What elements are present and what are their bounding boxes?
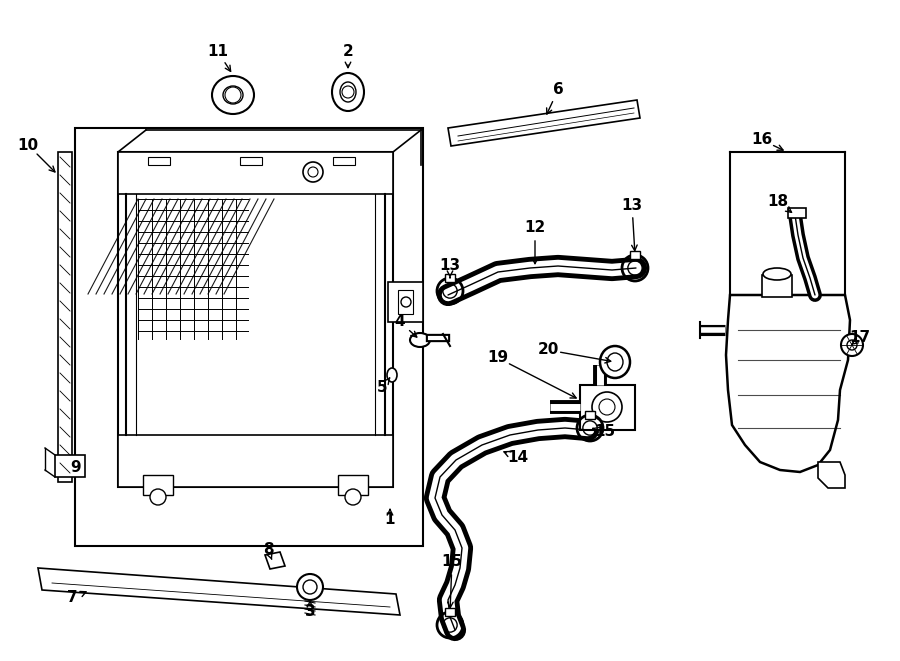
Polygon shape	[38, 568, 400, 615]
Text: 17: 17	[850, 330, 870, 346]
Bar	[338, 475, 368, 495]
Text: 3: 3	[305, 605, 315, 619]
Bar	[333, 157, 355, 165]
Bar	[148, 157, 170, 165]
Bar	[762, 275, 792, 297]
Ellipse shape	[841, 334, 863, 356]
Ellipse shape	[600, 346, 630, 378]
Circle shape	[308, 167, 318, 177]
Bar	[55, 455, 85, 477]
Bar	[585, 411, 595, 419]
Text: 4: 4	[395, 315, 405, 329]
Circle shape	[345, 489, 361, 505]
Text: 19: 19	[488, 350, 508, 366]
Polygon shape	[265, 552, 285, 569]
Bar	[240, 157, 262, 165]
Text: 5: 5	[377, 381, 387, 395]
Circle shape	[592, 392, 622, 422]
Bar	[630, 251, 640, 259]
Bar	[398, 290, 413, 314]
Text: 1: 1	[385, 512, 395, 527]
Polygon shape	[818, 462, 845, 488]
Text: 12: 12	[525, 221, 545, 235]
Circle shape	[401, 297, 411, 307]
Text: 15: 15	[441, 555, 463, 570]
Text: 9: 9	[71, 461, 81, 475]
Circle shape	[303, 162, 323, 182]
Text: 6: 6	[553, 83, 563, 98]
Ellipse shape	[212, 76, 254, 114]
Circle shape	[150, 489, 166, 505]
Polygon shape	[448, 100, 640, 146]
Text: 10: 10	[17, 137, 39, 153]
Text: 13: 13	[439, 258, 461, 272]
Bar	[118, 435, 393, 487]
Circle shape	[297, 574, 323, 600]
Ellipse shape	[223, 86, 243, 104]
Text: 16: 16	[752, 132, 772, 147]
Ellipse shape	[847, 340, 857, 350]
Text: 2: 2	[343, 44, 354, 59]
Bar	[75, 128, 423, 546]
Polygon shape	[726, 295, 850, 472]
Ellipse shape	[387, 368, 397, 382]
Ellipse shape	[332, 73, 364, 111]
Text: 18: 18	[768, 194, 788, 210]
Circle shape	[303, 580, 317, 594]
Bar	[118, 152, 393, 194]
Ellipse shape	[763, 268, 791, 280]
Text: 13: 13	[621, 198, 643, 212]
Bar	[445, 608, 455, 616]
Text: 20: 20	[537, 342, 559, 358]
Bar	[445, 274, 455, 282]
Bar	[118, 152, 393, 487]
Text: 15: 15	[594, 424, 616, 440]
Ellipse shape	[340, 82, 356, 102]
Text: 8: 8	[263, 543, 274, 557]
Text: 11: 11	[208, 44, 229, 59]
Bar	[388, 282, 423, 322]
Circle shape	[599, 399, 615, 415]
Text: 7: 7	[67, 590, 77, 605]
Bar	[58, 152, 72, 482]
Ellipse shape	[410, 333, 430, 347]
Text: 14: 14	[508, 451, 528, 465]
Bar	[143, 475, 173, 495]
Bar	[580, 385, 635, 430]
Bar	[788, 208, 806, 218]
